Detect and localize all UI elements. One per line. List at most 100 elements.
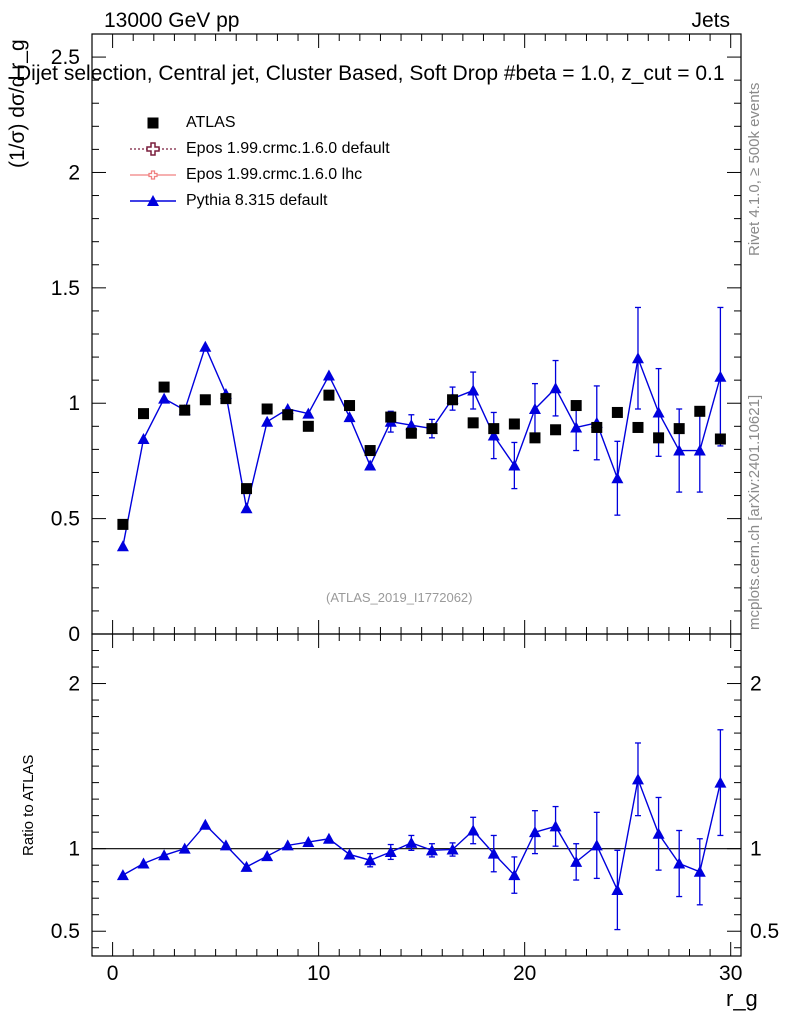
pythia-point [261, 415, 274, 427]
atlas-point [199, 394, 211, 406]
atlas-point [653, 432, 665, 444]
ratio-point [219, 839, 232, 851]
pythia-point [158, 392, 171, 404]
legend-label-atlas: ATLAS [186, 114, 236, 131]
ratio-point [240, 860, 253, 872]
main-panel: 0 0.5 1 1.5 2 2.5 [51, 33, 742, 646]
atlas-point [570, 400, 582, 412]
ratio-point [673, 857, 686, 869]
pythia-point [240, 502, 253, 514]
pythia-point [405, 419, 418, 431]
pythia-point [487, 429, 500, 441]
ratio-point [137, 857, 150, 869]
main-y-axis-label: (1/σ) dσ/d r_g [6, 39, 29, 168]
atlas-point [261, 403, 273, 415]
main-y-tick-label: 0.5 [51, 508, 80, 531]
x-tick-label: 20 [513, 962, 536, 985]
ratio-point [714, 776, 727, 788]
pythia-line [122, 344, 722, 547]
atlas-point [591, 421, 603, 433]
atlas-point [323, 389, 335, 401]
main-y-tick-label: 1.5 [51, 277, 80, 300]
mcplots-label: mcplots.cern.ch [arXiv:2401.10621] [746, 394, 763, 630]
ratio-y-tick-label: 2 [68, 673, 80, 696]
atlas-point [344, 400, 356, 412]
rivet-version-label: Rivet 4.1.0, ≥ 500k events [746, 82, 763, 256]
atlas-point [550, 424, 562, 436]
main-y-tick-label: 0 [68, 623, 80, 646]
main-y-tick-label: 1 [68, 392, 80, 415]
ratio-point [116, 869, 129, 881]
pythia-point [611, 472, 624, 484]
ratio-y-tick-label: 0.5 [51, 920, 80, 943]
ratio-point [425, 844, 438, 856]
pythia-point [322, 369, 335, 381]
pythia-point [116, 540, 129, 552]
ratio-point [549, 820, 562, 832]
main-y-tick-label: 2 [68, 161, 80, 184]
ratio-line [122, 776, 722, 893]
ratio-point [631, 773, 644, 785]
atlas-point [179, 404, 191, 416]
ratio-point [405, 836, 418, 848]
ratio-point [199, 818, 212, 830]
ratio-point [528, 826, 541, 838]
atlas-point [426, 423, 438, 435]
x-tick-label: 30 [719, 962, 742, 985]
legend-marker-pythia [147, 195, 159, 206]
ratio-panel: 0 10 20 30 0.5 0.5 1 1 2 2 [51, 633, 779, 985]
atlas-point [447, 394, 459, 406]
legend [130, 117, 176, 206]
ratio-point [611, 883, 624, 895]
atlas-point [364, 445, 376, 457]
ratio-point [652, 827, 665, 839]
process-label: Jets [691, 9, 730, 32]
ratio-point [446, 843, 459, 855]
pythia-point [673, 444, 686, 456]
ratio-y-tick-label-right: 1 [750, 838, 762, 861]
ratio-y-tick-label: 1 [68, 838, 80, 861]
pythia-point [343, 411, 356, 423]
ratio-point [158, 849, 171, 861]
atlas-point [467, 417, 479, 429]
selection-label: Dijet selection, Central jet, Cluster Ba… [16, 62, 725, 85]
pythia-point [528, 403, 541, 414]
ratio-point [487, 847, 500, 859]
ratio-point [302, 836, 315, 848]
pythia-point [714, 370, 727, 382]
atlas-point [220, 393, 232, 405]
legend-marker-epos-default [146, 142, 160, 156]
legend-marker-atlas [147, 117, 159, 129]
pythia-point [467, 384, 480, 396]
atlas-point [508, 418, 520, 430]
legend-label-pythia: Pythia 8.315 default [186, 192, 328, 209]
reference-label: (ATLAS_2019_I1772062) [326, 590, 473, 605]
atlas-point [302, 420, 314, 432]
pythia-point [199, 340, 212, 352]
ratio-y-tick-label-right: 2 [750, 673, 762, 696]
atlas-point [714, 433, 726, 445]
atlas-point [673, 423, 685, 435]
atlas-point [282, 409, 294, 421]
ratio-point [467, 824, 480, 836]
ratio-point [178, 842, 191, 854]
legend-marker-epos-lhc [148, 170, 158, 180]
ratio-frame [91, 633, 742, 957]
atlas-point [138, 408, 150, 420]
pythia-point [549, 382, 562, 394]
atlas-point [488, 423, 500, 435]
pythia-point [570, 421, 583, 433]
pythia-point [137, 433, 150, 444]
atlas-point [385, 411, 397, 423]
ratio-point [322, 832, 335, 844]
pythia-point [508, 459, 521, 471]
x-axis-label: r_g [726, 986, 758, 1011]
atlas-point [632, 421, 644, 433]
ratio-point [693, 865, 706, 877]
atlas-point [241, 483, 253, 495]
legend-label-epos-default: Epos 1.99.crmc.1.6.0 default [186, 140, 390, 157]
atlas-point [529, 432, 541, 444]
pythia-point [693, 444, 706, 456]
x-tick-label: 0 [107, 962, 119, 985]
